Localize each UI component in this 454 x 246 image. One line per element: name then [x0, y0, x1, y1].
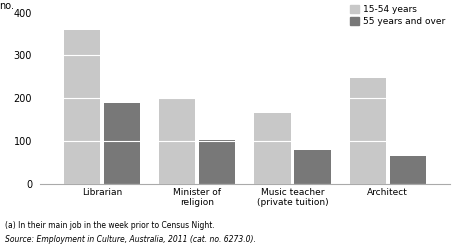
Bar [390, 156, 426, 184]
Y-axis label: no.: no. [0, 0, 15, 11]
Bar [199, 140, 235, 184]
Bar [159, 98, 195, 184]
Bar [64, 30, 100, 184]
Legend: 15-54 years, 55 years and over: 15-54 years, 55 years and over [350, 5, 445, 26]
Bar [294, 150, 331, 184]
Bar [104, 103, 140, 184]
Bar [350, 78, 386, 184]
Text: Source: Employment in Culture, Australia, 2011 (cat. no. 6273.0).: Source: Employment in Culture, Australia… [5, 235, 256, 244]
Text: (a) In their main job in the week prior to Census Night.: (a) In their main job in the week prior … [5, 221, 214, 230]
Bar [254, 113, 291, 184]
